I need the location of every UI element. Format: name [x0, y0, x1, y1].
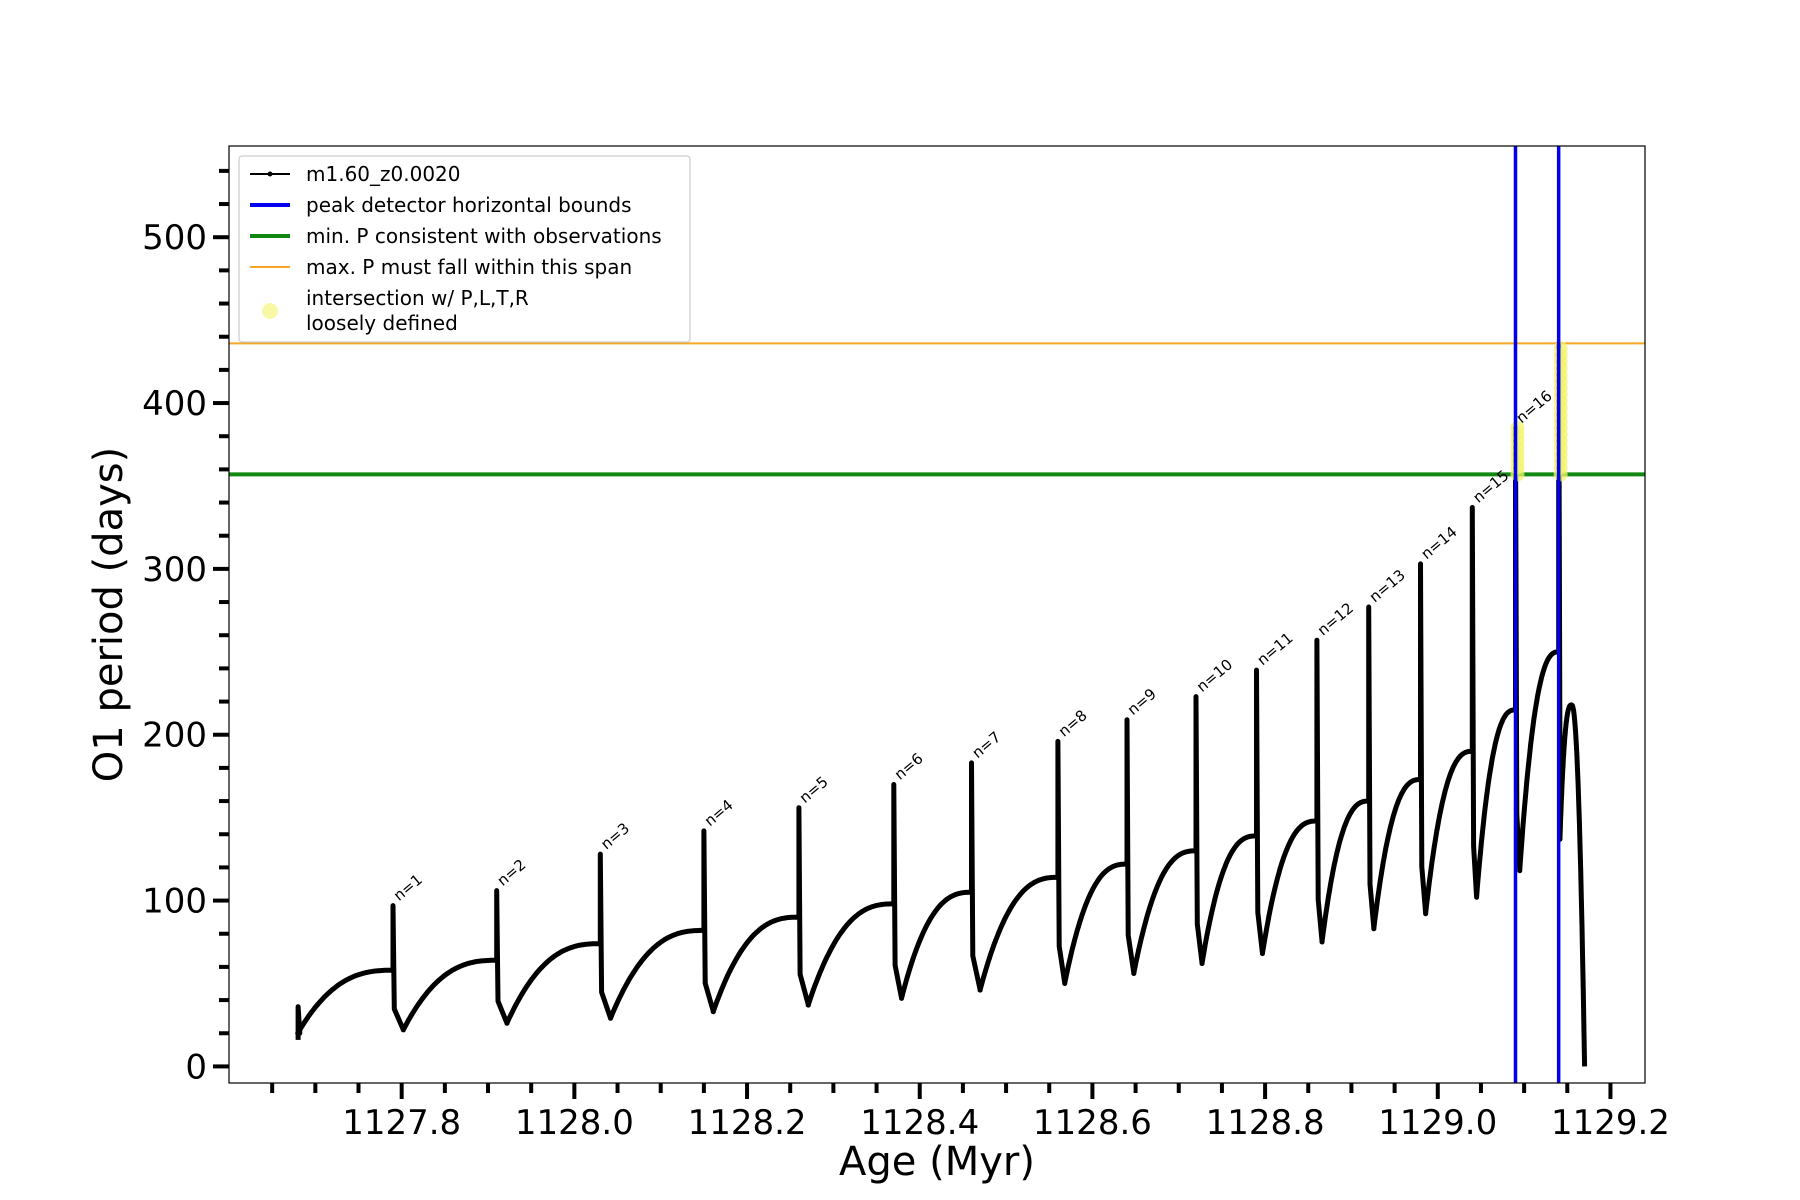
- y-tick-label: 300: [142, 550, 207, 590]
- peak-label: n=11: [1253, 629, 1296, 669]
- legend-label: max. P must fall within this span: [306, 255, 632, 279]
- peak-label: n=16: [1512, 387, 1555, 427]
- y-axis-label: O1 period (days): [86, 447, 132, 782]
- y-tick-label: 100: [142, 882, 207, 922]
- legend-box: [238, 155, 691, 343]
- legend-swatch: [262, 303, 278, 319]
- peak-label: n=5: [796, 773, 832, 807]
- peak-label: n=1: [390, 870, 426, 904]
- intersection-span: [1553, 341, 1568, 482]
- x-tick-label: 1128.8: [1206, 1103, 1325, 1143]
- peak-label: n=2: [494, 856, 530, 890]
- y-tick-label: 0: [185, 1047, 207, 1087]
- plot-area: [229, 146, 1645, 1083]
- legend-item: m1.60_z0.0020: [250, 162, 461, 186]
- intersection-point: [1553, 341, 1568, 356]
- x-tick-label: 1128.2: [688, 1103, 807, 1143]
- x-tick-label: 1128.0: [515, 1103, 634, 1143]
- peak-label: n=9: [1124, 685, 1160, 719]
- y-tick-label: 500: [142, 218, 207, 258]
- legend-label: m1.60_z0.0020: [306, 162, 461, 186]
- peak-label: n=13: [1366, 566, 1409, 606]
- y-tick-label: 200: [142, 716, 207, 756]
- y-tick-label: 400: [142, 384, 207, 424]
- peak-label: n=8: [1055, 706, 1091, 740]
- x-tick-label: 1128.6: [1033, 1103, 1152, 1143]
- legend-label: intersection w/ P,L,T,R: [306, 286, 529, 310]
- x-axis-label: Age (Myr): [839, 1139, 1035, 1185]
- peak-label: n=10: [1193, 655, 1236, 695]
- x-tick-label: 1129.2: [1551, 1103, 1670, 1143]
- legend-label: min. P consistent with observations: [306, 224, 662, 248]
- peak-label: n=6: [891, 749, 927, 783]
- legend-item: min. P consistent with observations: [250, 224, 662, 248]
- peak-label: n=12: [1314, 599, 1357, 639]
- x-tick-label: 1129.0: [1378, 1103, 1497, 1143]
- intersection-span: [1510, 420, 1525, 482]
- x-tick-label: 1128.4: [860, 1103, 979, 1143]
- peak-label: n=7: [969, 728, 1005, 762]
- peak-label: n=4: [701, 796, 737, 830]
- plot-frame: [228, 145, 1646, 1084]
- series-line: [295, 340, 1588, 1067]
- legend-item: max. P must fall within this span: [250, 255, 632, 279]
- x-tick-label: 1127.8: [342, 1103, 461, 1143]
- peak-label: n=3: [597, 819, 633, 853]
- peak-label: n=14: [1418, 523, 1461, 563]
- legend-item: peak detector horizontal bounds: [250, 193, 632, 217]
- legend-swatch-marker: [267, 171, 273, 177]
- axes: 1127.8 1128.0 1128.2 1128.4 1128.6 1128.8 1129…: [142, 145, 1670, 1143]
- legend-label: peak detector horizontal bounds: [306, 193, 632, 217]
- legend-label-line2: loosely defined: [306, 311, 458, 335]
